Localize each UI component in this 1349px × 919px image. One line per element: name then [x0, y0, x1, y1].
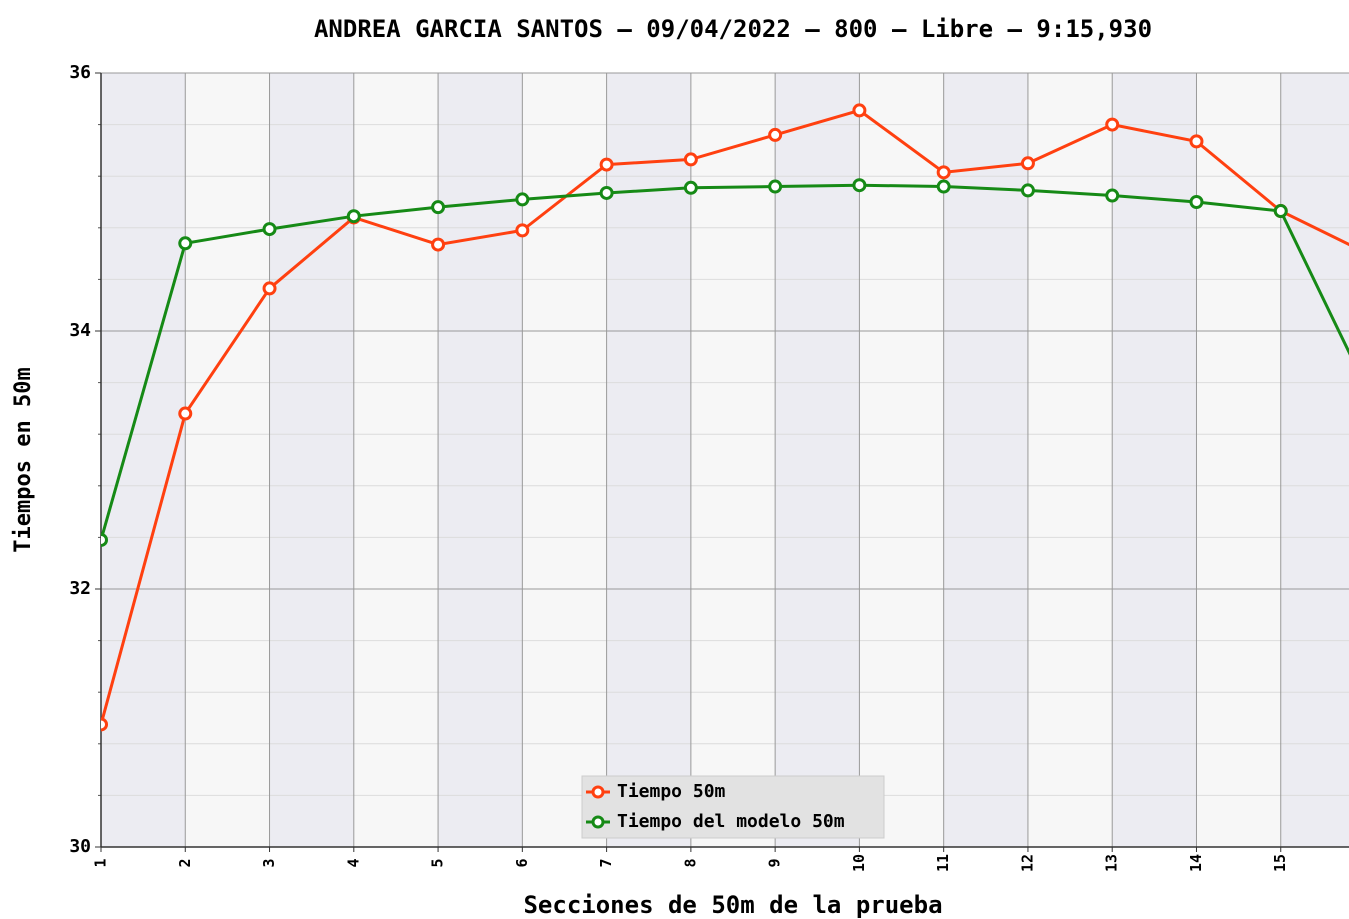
legend-label: Tiempo del modelo 50m: [617, 811, 845, 832]
data-point: [1020, 156, 1035, 171]
data-point: [101, 717, 108, 732]
chart-title: ANDREA GARCIA SANTOS – 09/04/2022 – 800 …: [314, 15, 1152, 43]
x-axis-label: Secciones de 50m de la prueba: [523, 891, 942, 919]
data-point: [515, 223, 530, 238]
plot-band: [775, 73, 860, 847]
data-point: [1273, 204, 1288, 219]
x-tick-label: 4: [344, 858, 362, 867]
x-tick-label: 10: [850, 854, 868, 872]
x-tick-label: 5: [429, 858, 447, 867]
y-tick-label: 30: [69, 836, 91, 857]
x-tick-label: 11: [934, 854, 952, 872]
data-point: [1189, 134, 1204, 149]
data-point: [683, 152, 698, 167]
x-tick-label: 8: [681, 858, 699, 867]
series-line: [101, 108, 1349, 725]
x-tick-label: 14: [1187, 854, 1205, 872]
data-point: [431, 237, 446, 252]
x-tick-label: 7: [597, 858, 615, 867]
y-axis-label: Tiempos en 50m: [11, 367, 36, 552]
data-point: [599, 157, 614, 172]
data-point: [178, 406, 193, 421]
data-point: [515, 192, 530, 207]
plot-band: [1280, 73, 1349, 847]
plot-band: [943, 73, 1028, 847]
data-point: [262, 281, 277, 296]
data-point: [936, 165, 951, 180]
data-point: [101, 532, 108, 547]
data-point: [1020, 183, 1035, 198]
plot-band: [269, 73, 354, 847]
data-point: [346, 209, 361, 224]
x-tick-label: 1: [92, 858, 110, 867]
data-point: [683, 180, 698, 195]
plot-band: [438, 73, 523, 847]
data-point: [599, 185, 614, 200]
data-point: [178, 236, 193, 251]
y-tick-label: 36: [69, 62, 91, 83]
y-tick-label: 32: [69, 578, 91, 599]
x-tick-label: 12: [1018, 854, 1036, 872]
data-point: [431, 200, 446, 215]
x-tick-label: 9: [766, 858, 784, 867]
data-point: [1189, 195, 1204, 209]
x-tick-label: 15: [1271, 854, 1289, 872]
data-point: [1105, 188, 1120, 203]
data-point: [852, 103, 867, 118]
data-point: [852, 178, 867, 193]
plot-band: [606, 73, 691, 847]
data-point: [936, 179, 951, 194]
y-tick-label: 34: [69, 320, 91, 341]
data-point: [768, 179, 783, 194]
data-point: [262, 222, 277, 237]
legend-label: Tiempo 50m: [617, 781, 726, 802]
legend-marker: [591, 815, 605, 829]
x-tick-label: 13: [1103, 854, 1121, 872]
legend-box: [581, 775, 885, 839]
x-tick-label: 2: [176, 858, 194, 867]
data-point: [768, 127, 783, 142]
series-line: [101, 183, 1349, 541]
plot-band: [1112, 73, 1197, 847]
x-tick-label: 3: [260, 858, 278, 867]
x-tick-label: 6: [513, 858, 531, 867]
data-point: [1105, 117, 1120, 132]
legend-marker: [591, 785, 605, 799]
